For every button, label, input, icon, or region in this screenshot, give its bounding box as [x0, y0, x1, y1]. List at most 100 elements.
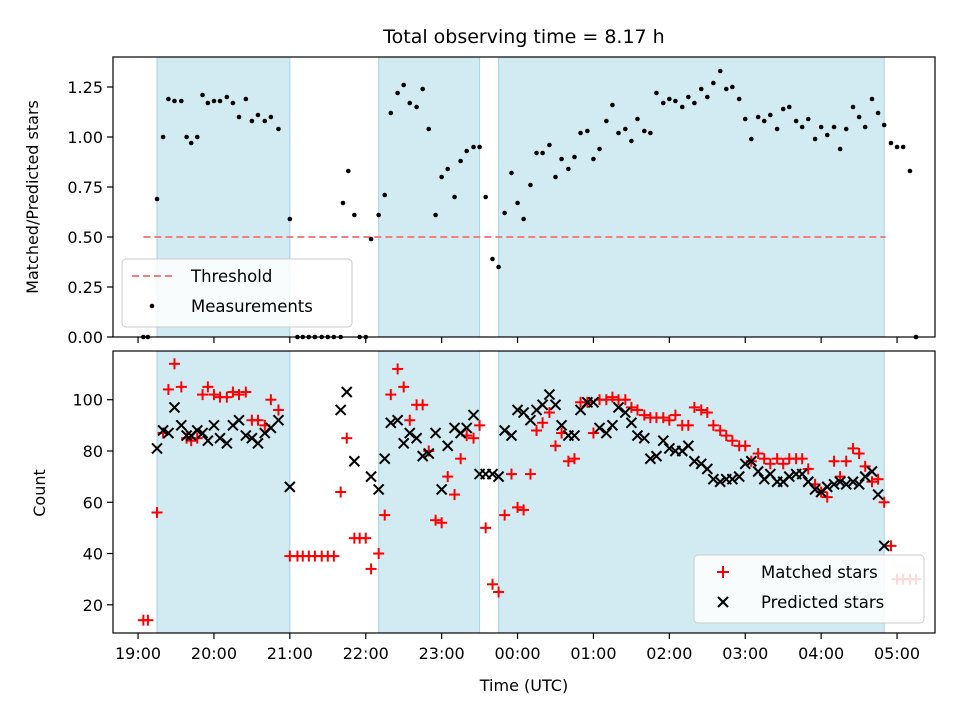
measurement-point	[805, 116, 811, 122]
predicted-star-point	[416, 450, 429, 462]
predicted-star-point	[631, 429, 644, 442]
measurement-point	[553, 174, 558, 180]
predicted-star-point	[600, 427, 613, 439]
predicted-star-point	[549, 399, 562, 411]
predicted-star-point	[410, 432, 423, 444]
measurement-point	[382, 192, 388, 198]
matched-star-point	[455, 453, 467, 465]
predicted-star-point	[619, 406, 632, 419]
measurement-point	[635, 116, 640, 122]
measurement-point	[856, 114, 862, 120]
measurement-point	[704, 94, 710, 100]
matched-star-point	[202, 381, 214, 393]
legend-measurements-label: Measurements	[191, 297, 313, 316]
measurement-point	[276, 126, 281, 132]
measurement-points	[141, 68, 919, 340]
measurement-point	[648, 130, 653, 136]
measurement-point	[388, 110, 394, 116]
measurement-point	[900, 144, 906, 150]
bottom-legend: Matched stars Predicted stars	[693, 554, 925, 624]
measurement-point	[642, 128, 647, 134]
matched-star-point	[821, 491, 833, 503]
matched-star-point	[265, 394, 277, 406]
bottom-panel: 20 40 60 80 100 19:00 20:00 21:00 22:00 23:00 00:…	[30, 350, 936, 695]
top-y-ticks: 0.00 0.25 0.50 0.75 1.00 1.25	[67, 78, 113, 347]
x-tick-label: 04:00	[798, 644, 844, 663]
matched-star-point	[404, 414, 416, 426]
matched-star-point	[720, 430, 732, 442]
matched-star-point	[365, 563, 377, 575]
predicted-star-point	[543, 388, 556, 401]
predicted-stars-points	[151, 386, 890, 552]
measurement-point	[862, 124, 868, 130]
legend-measurements-swatch	[149, 303, 155, 309]
matched-star-point	[872, 473, 884, 485]
measurement-point	[591, 156, 596, 162]
measurement-point	[345, 168, 351, 174]
x-tick-label: 03:00	[722, 644, 768, 663]
measurement-point	[243, 96, 249, 102]
legend-matched-swatch	[717, 566, 729, 578]
measurement-point	[340, 200, 346, 206]
matched-star-point	[796, 453, 808, 465]
measurement-point	[566, 166, 571, 172]
measurement-point	[679, 104, 685, 110]
measurement-point	[660, 100, 666, 106]
x-tick-label: 00:00	[494, 644, 540, 663]
matched-star-point	[669, 409, 681, 421]
measurement-point	[205, 100, 211, 106]
measurement-point	[843, 126, 849, 132]
measurement-point	[496, 264, 501, 270]
bottom-window	[156, 350, 291, 634]
predicted-star-point	[180, 429, 193, 442]
measurement-point	[464, 148, 469, 154]
matched-star-point	[682, 419, 694, 431]
matched-star-point	[866, 476, 878, 488]
measurement-point	[420, 86, 425, 92]
measurement-point	[287, 216, 293, 222]
top-y-tick-label: 0.75	[67, 178, 103, 197]
measurement-point	[268, 114, 274, 120]
x-tick-label: 20:00	[191, 644, 237, 663]
predicted-star-point	[536, 399, 549, 411]
matched-star-point	[505, 468, 517, 480]
x-tick-label: 02:00	[646, 644, 692, 663]
measurement-point	[629, 138, 634, 144]
predicted-star-point	[587, 396, 600, 408]
measurement-point	[761, 118, 767, 124]
measurement-point	[477, 144, 482, 150]
top-window	[378, 56, 481, 338]
matched-star-point	[853, 448, 865, 460]
measurement-point	[515, 200, 520, 206]
legend-matched-label: Matched stars	[761, 563, 878, 582]
matched-star-point	[240, 386, 252, 398]
predicted-star-point	[284, 481, 296, 493]
matched-star-point	[379, 509, 391, 521]
predicted-star-point	[688, 455, 701, 467]
chart-title: Total observing time = 8.17 h	[382, 26, 664, 48]
predicted-star-point	[726, 473, 739, 485]
measurement-point	[585, 128, 590, 134]
top-y-tick-label: 0.00	[67, 328, 103, 347]
matched-star-point	[707, 419, 719, 431]
measurement-point	[875, 110, 881, 116]
predicted-star-point	[162, 427, 175, 439]
predicted-star-point	[809, 483, 821, 496]
matched-star-point	[487, 578, 499, 590]
predicted-star-point	[379, 452, 391, 465]
measurement-point	[723, 86, 729, 92]
matched-star-point	[227, 386, 239, 398]
predicted-star-point	[625, 417, 638, 429]
measurement-point	[540, 150, 545, 156]
matched-star-point	[168, 358, 180, 370]
predicted-star-point	[714, 476, 726, 488]
x-tick-label: 23:00	[419, 644, 465, 663]
matched-star-point	[417, 399, 429, 411]
matched-star-point	[802, 463, 814, 475]
matched-star-point	[373, 548, 385, 560]
measurement-point	[439, 174, 444, 180]
matched-star-point	[828, 455, 840, 467]
measurement-point	[673, 98, 678, 104]
matched-star-point	[625, 401, 637, 413]
bottom-y-tick-label: 80	[83, 442, 103, 461]
